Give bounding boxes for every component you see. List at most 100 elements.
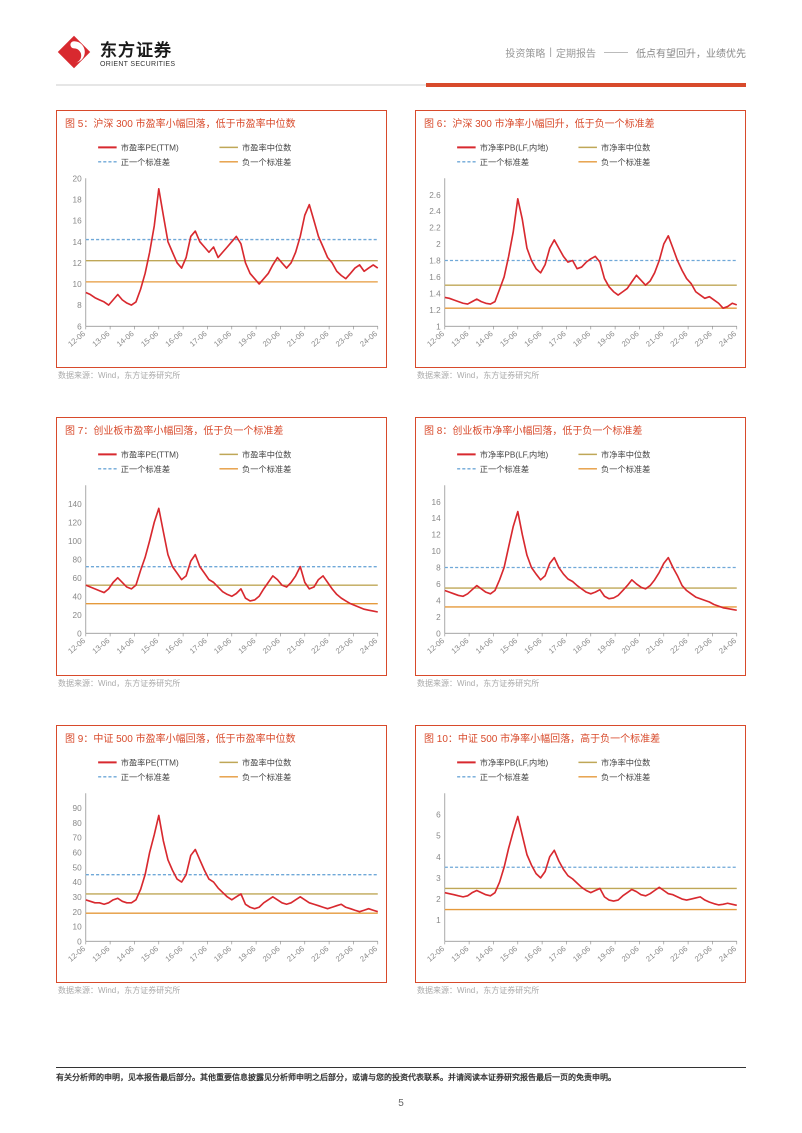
svg-text:15-06: 15-06 [139,329,160,349]
svg-text:15-06: 15-06 [498,944,519,964]
svg-text:17-06: 17-06 [188,329,209,349]
svg-text:140: 140 [68,500,82,509]
svg-text:20: 20 [73,174,83,183]
svg-text:80: 80 [73,556,83,565]
svg-text:17-06: 17-06 [188,637,209,657]
svg-text:18: 18 [73,195,83,204]
svg-text:市净率中位数: 市净率中位数 [601,450,650,460]
svg-text:市盈率PE(TTM): 市盈率PE(TTM) [121,757,179,767]
svg-text:12-06: 12-06 [425,637,446,657]
brand-name-en: ORIENT SECURITIES [100,61,175,68]
svg-text:14: 14 [432,515,442,524]
svg-text:14-06: 14-06 [474,944,495,964]
svg-text:23-06: 23-06 [334,329,355,349]
svg-text:40: 40 [73,593,83,602]
chart-svg: 市净率PB(LF,内地)市净率中位数正一个标准差负一个标准差11.21.41.6… [416,133,745,367]
svg-text:20-06: 20-06 [261,637,282,657]
svg-text:19-06: 19-06 [596,944,617,964]
svg-text:12-06: 12-06 [66,329,87,349]
chart-svg: 市盈率PE(TTM)市盈率中位数正一个标准差负一个标准差020406080100… [57,440,386,674]
svg-text:40: 40 [73,878,83,887]
breadcrumb-type: 定期报告 [556,45,596,60]
chart-card-fig5: 图 5：沪深 300 市盈率小幅回落，低于市盈率中位数市盈率PE(TTM)市盈率… [56,110,387,381]
svg-text:13-06: 13-06 [91,944,112,964]
svg-text:23-06: 23-06 [693,329,714,349]
svg-text:15-06: 15-06 [498,329,519,349]
chart-source: 数据来源：Wind，东方证券研究所 [415,676,746,689]
brand-logo-icon [56,34,92,70]
svg-text:2.4: 2.4 [429,207,441,216]
svg-text:23-06: 23-06 [334,944,355,964]
svg-text:8: 8 [77,301,82,310]
svg-text:14-06: 14-06 [474,637,495,657]
svg-text:19-06: 19-06 [596,637,617,657]
svg-text:1.8: 1.8 [429,257,441,266]
svg-text:市盈率PE(TTM): 市盈率PE(TTM) [121,450,179,460]
svg-text:市盈率中位数: 市盈率中位数 [242,450,291,460]
svg-text:16: 16 [73,217,83,226]
svg-text:100: 100 [68,537,82,546]
svg-text:17-06: 17-06 [547,944,568,964]
svg-text:10: 10 [73,280,83,289]
svg-text:30: 30 [73,893,83,902]
svg-text:20-06: 20-06 [620,637,641,657]
svg-text:15-06: 15-06 [139,637,160,657]
svg-text:18-06: 18-06 [212,329,233,349]
svg-text:22-06: 22-06 [310,637,331,657]
svg-text:24-06: 24-06 [358,637,379,657]
svg-text:20: 20 [73,908,83,917]
svg-text:60: 60 [73,574,83,583]
svg-text:12-06: 12-06 [66,637,87,657]
svg-text:市净率PB(LF,内地): 市净率PB(LF,内地) [480,450,549,460]
chart-card-fig10: 图 10：中证 500 市净率小幅回落，高于负一个标准差市净率PB(LF,内地)… [415,725,746,996]
svg-text:20-06: 20-06 [620,329,641,349]
chart-svg: 市盈率PE(TTM)市盈率中位数正一个标准差负一个标准差681012141618… [57,133,386,367]
svg-text:14-06: 14-06 [474,329,495,349]
svg-text:18-06: 18-06 [212,637,233,657]
svg-text:23-06: 23-06 [334,637,355,657]
chart-source: 数据来源：Wind，东方证券研究所 [56,983,387,996]
header-accent-line [56,84,746,86]
footer-divider: 有关分析师的申明，见本报告最后部分。其他重要信息披露见分析师申明之后部分，或请与… [56,1067,746,1083]
footer-disclaimer: 有关分析师的申明，见本报告最后部分。其他重要信息披露见分析师申明之后部分，或请与… [56,1072,746,1083]
svg-text:70: 70 [73,834,83,843]
svg-text:24-06: 24-06 [717,329,738,349]
chart-source: 数据来源：Wind，东方证券研究所 [56,676,387,689]
svg-text:24-06: 24-06 [358,944,379,964]
svg-text:12: 12 [73,259,83,268]
svg-text:市净率PB(LF,内地): 市净率PB(LF,内地) [480,757,549,767]
chart-card-fig8: 图 8：创业板市净率小幅回落，低于负一个标准差市净率PB(LF,内地)市净率中位… [415,417,746,688]
svg-text:18-06: 18-06 [571,637,592,657]
svg-text:18-06: 18-06 [571,944,592,964]
chart-source: 数据来源：Wind，东方证券研究所 [415,983,746,996]
svg-text:正一个标准差: 正一个标准差 [121,464,170,474]
chart-title: 图 7：创业板市盈率小幅回落，低于负一个标准差 [56,417,387,440]
brand-name-cn: 东方证券 [100,36,175,61]
svg-text:1.6: 1.6 [429,273,441,282]
svg-text:20-06: 20-06 [261,944,282,964]
svg-text:6: 6 [436,580,441,589]
svg-text:20-06: 20-06 [620,944,641,964]
svg-text:5: 5 [436,831,441,840]
breadcrumb-separator: | [549,47,552,58]
svg-text:1.4: 1.4 [429,289,441,298]
svg-text:15-06: 15-06 [498,637,519,657]
svg-text:负一个标准差: 负一个标准差 [601,772,650,782]
chart-svg: 市净率PB(LF,内地)市净率中位数正一个标准差负一个标准差0246810121… [416,440,745,674]
chart-svg: 市盈率PE(TTM)市盈率中位数正一个标准差负一个标准差010203040506… [57,748,386,982]
header-breadcrumb: 投资策略 | 定期报告 低点有望回升，业绩优先 [505,45,746,60]
svg-text:19-06: 19-06 [596,329,617,349]
svg-text:21-06: 21-06 [285,944,306,964]
svg-text:负一个标准差: 负一个标准差 [242,772,291,782]
svg-text:负一个标准差: 负一个标准差 [242,157,291,167]
chart-body: 市净率PB(LF,内地)市净率中位数正一个标准差负一个标准差11.21.41.6… [415,133,746,368]
svg-text:12-06: 12-06 [66,944,87,964]
chart-body: 市盈率PE(TTM)市盈率中位数正一个标准差负一个标准差020406080100… [56,440,387,675]
page-header: 东方证券 ORIENT SECURITIES 投资策略 | 定期报告 低点有望回… [0,0,802,80]
svg-text:6: 6 [436,810,441,819]
svg-text:21-06: 21-06 [285,637,306,657]
svg-text:19-06: 19-06 [237,637,258,657]
svg-text:18-06: 18-06 [212,944,233,964]
svg-text:20: 20 [73,611,83,620]
svg-text:市净率PB(LF,内地): 市净率PB(LF,内地) [480,142,549,152]
